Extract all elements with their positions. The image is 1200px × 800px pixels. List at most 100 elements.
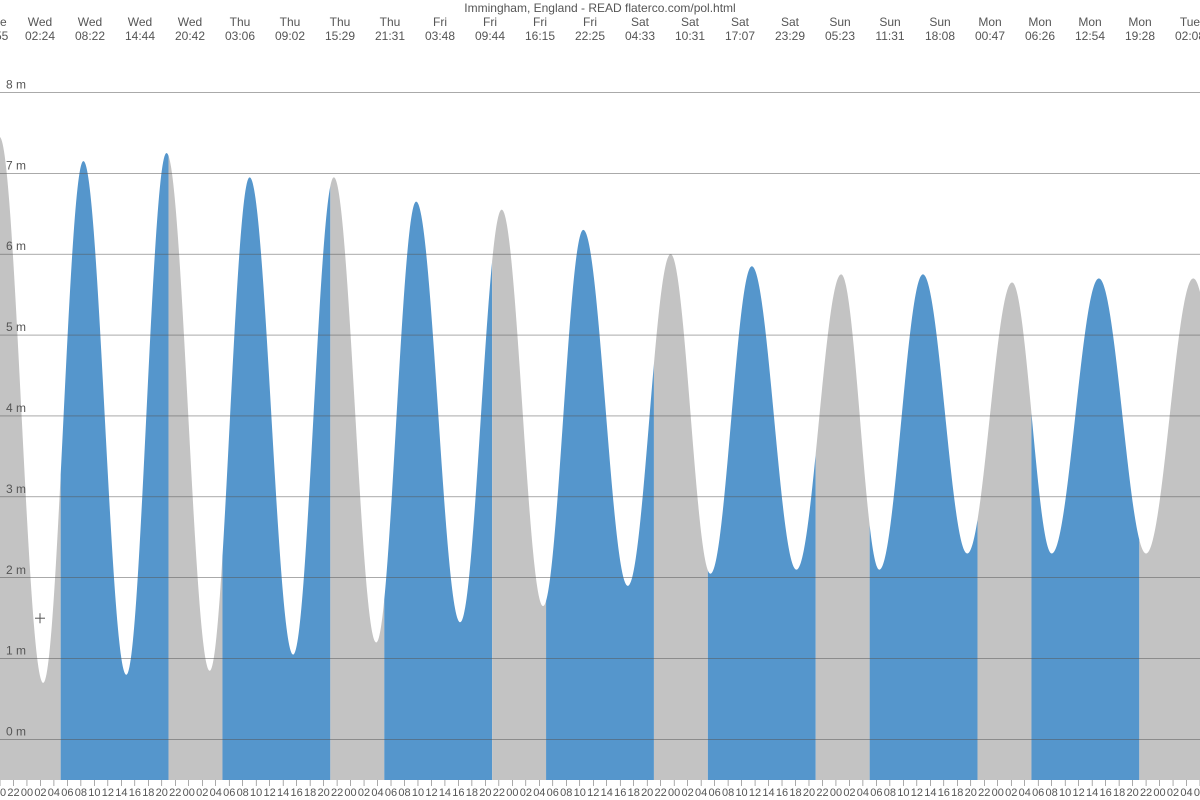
x-hour-label: 18	[466, 787, 478, 799]
tide-fill-night	[169, 156, 223, 780]
x-hour-label: 16	[614, 787, 626, 799]
x-hour-label: 06	[1194, 787, 1200, 799]
tide-fill-night	[0, 137, 61, 780]
top-label-day: Mon	[978, 15, 1001, 29]
x-hour-label: 16	[776, 787, 788, 799]
x-hour-label: 18	[142, 787, 154, 799]
top-label-day: Fri	[533, 15, 547, 29]
x-hour-label: 18	[789, 787, 801, 799]
tide-fill-day	[870, 274, 978, 780]
top-label-day: Mon	[1078, 15, 1101, 29]
x-hour-label: 20	[965, 787, 977, 799]
tide-fill-day	[384, 202, 492, 780]
x-hour-label: 00	[992, 787, 1004, 799]
top-label-day: Sat	[631, 15, 650, 29]
x-hour-label: 14	[439, 787, 451, 799]
x-hour-label: 10	[897, 787, 909, 799]
x-hour-label: 18	[304, 787, 316, 799]
top-label-day: Wed	[78, 15, 102, 29]
y-axis-label: 0 m	[6, 725, 26, 739]
y-axis-label: 3 m	[6, 482, 26, 496]
x-hour-label: 02	[196, 787, 208, 799]
x-hour-label: 16	[129, 787, 141, 799]
x-hour-label: 10	[412, 787, 424, 799]
y-axis-label: 6 m	[6, 239, 26, 253]
x-hour-label: 06	[547, 787, 559, 799]
top-label-day: Thu	[380, 15, 401, 29]
x-hour-label: 20	[803, 787, 815, 799]
x-hour-label: 14	[115, 787, 127, 799]
x-hour-label: 18	[1113, 787, 1125, 799]
top-label-time: 09:02	[275, 29, 305, 43]
tide-fill-night	[816, 274, 870, 780]
x-hour-label: 12	[425, 787, 437, 799]
x-hour-label: 06	[385, 787, 397, 799]
x-hour-label: 02	[1167, 787, 1179, 799]
x-hour-label: 12	[264, 787, 276, 799]
x-hour-label: 22	[978, 787, 990, 799]
x-hour-label: 18	[628, 787, 640, 799]
top-label-day: Thu	[280, 15, 301, 29]
tide-fill-night	[978, 282, 1032, 780]
tide-chart: 0 m1 m2 m3 m4 m5 m6 m7 m8 mImmingham, En…	[0, 0, 1200, 800]
x-hour-label: 06	[870, 787, 882, 799]
x-hour-label: 00	[21, 787, 33, 799]
x-hour-label: 22	[493, 787, 505, 799]
top-label-time: 15:29	[325, 29, 355, 43]
x-hour-label: 20	[479, 787, 491, 799]
top-label-time: 16:15	[525, 29, 555, 43]
x-hour-label: 20	[156, 787, 168, 799]
x-hour-label: 06	[223, 787, 235, 799]
x-hour-label: 02	[682, 787, 694, 799]
top-label-time: 23:29	[775, 29, 805, 43]
top-label-day: Mon	[1128, 15, 1151, 29]
x-hour-label: 00	[506, 787, 518, 799]
x-hour-label: 02	[34, 787, 46, 799]
top-label-day: Sat	[731, 15, 750, 29]
x-hour-label: 14	[601, 787, 613, 799]
x-hour-label: 04	[1019, 787, 1031, 799]
x-hour-label: 08	[560, 787, 572, 799]
x-hour-label: 02	[520, 787, 532, 799]
x-hour-label: 06	[708, 787, 720, 799]
x-hour-label: 08	[237, 787, 249, 799]
tide-chart-container: 0 m1 m2 m3 m4 m5 m6 m7 m8 mImmingham, En…	[0, 0, 1200, 800]
x-hour-label: 10	[574, 787, 586, 799]
x-hour-label: 22	[1140, 787, 1152, 799]
y-axis-label: 7 m	[6, 158, 26, 172]
top-label-time: 05:23	[825, 29, 855, 43]
tide-fill-night	[654, 254, 708, 780]
x-hour-label: 14	[762, 787, 774, 799]
x-hour-label: 06	[61, 787, 73, 799]
tide-fill-day	[708, 266, 816, 780]
x-hour-label: 20	[0, 787, 6, 799]
top-label-time: 00:47	[975, 29, 1005, 43]
x-hour-label: 00	[183, 787, 195, 799]
x-hour-label: 22	[655, 787, 667, 799]
top-label-time: 02:24	[25, 29, 55, 43]
top-label-time: 12:54	[1075, 29, 1105, 43]
top-label-time: 03:06	[225, 29, 255, 43]
top-label-day: Fri	[433, 15, 447, 29]
x-hour-label: 22	[331, 787, 343, 799]
x-hour-label: 14	[1086, 787, 1098, 799]
x-hour-label: 06	[1032, 787, 1044, 799]
x-hour-label: 22	[169, 787, 181, 799]
y-axis-label: 8 m	[6, 77, 26, 91]
x-hour-label: 04	[695, 787, 707, 799]
y-axis-label: 5 m	[6, 320, 26, 334]
x-hour-label: 08	[398, 787, 410, 799]
top-label-time: 03:48	[425, 29, 455, 43]
tide-fill-night	[1139, 278, 1200, 780]
top-label-time: 18:08	[925, 29, 955, 43]
x-hour-label: 22	[816, 787, 828, 799]
x-hour-label: 08	[884, 787, 896, 799]
x-hour-label: 12	[1073, 787, 1085, 799]
x-hour-label: 04	[1180, 787, 1192, 799]
top-label-day: Tue	[1180, 15, 1200, 29]
x-hour-label: 20	[641, 787, 653, 799]
x-hour-label: 16	[1099, 787, 1111, 799]
x-hour-label: 22	[7, 787, 19, 799]
x-hour-label: 18	[951, 787, 963, 799]
top-label-time: 22:25	[575, 29, 605, 43]
